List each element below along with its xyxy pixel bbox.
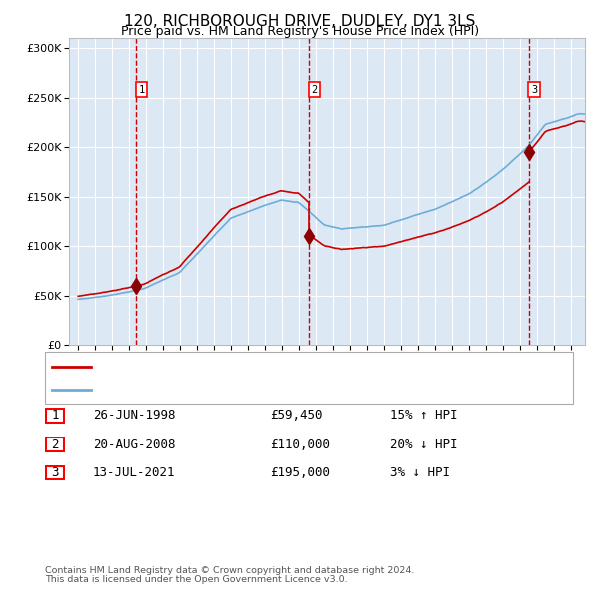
Text: Contains HM Land Registry data © Crown copyright and database right 2024.: Contains HM Land Registry data © Crown c… <box>45 566 415 575</box>
Text: £110,000: £110,000 <box>270 438 330 451</box>
FancyBboxPatch shape <box>46 409 64 423</box>
FancyBboxPatch shape <box>46 437 64 451</box>
Text: 13-JUL-2021: 13-JUL-2021 <box>93 466 176 479</box>
Text: 3% ↓ HPI: 3% ↓ HPI <box>390 466 450 479</box>
Text: 20-AUG-2008: 20-AUG-2008 <box>93 438 176 451</box>
FancyBboxPatch shape <box>46 466 64 480</box>
Text: 120, RICHBOROUGH DRIVE, DUDLEY, DY1 3LS (semi-detached house): 120, RICHBOROUGH DRIVE, DUDLEY, DY1 3LS … <box>97 362 478 372</box>
Text: £59,450: £59,450 <box>270 409 323 422</box>
Text: 120, RICHBOROUGH DRIVE, DUDLEY, DY1 3LS: 120, RICHBOROUGH DRIVE, DUDLEY, DY1 3LS <box>124 14 476 28</box>
Text: HPI: Average price, semi-detached house, Dudley: HPI: Average price, semi-detached house,… <box>97 385 368 395</box>
Text: 3: 3 <box>531 85 538 95</box>
Text: 2: 2 <box>311 85 317 95</box>
Text: 20% ↓ HPI: 20% ↓ HPI <box>390 438 458 451</box>
Text: Price paid vs. HM Land Registry's House Price Index (HPI): Price paid vs. HM Land Registry's House … <box>121 25 479 38</box>
Text: 2: 2 <box>51 438 59 451</box>
Text: 15% ↑ HPI: 15% ↑ HPI <box>390 409 458 422</box>
Text: £195,000: £195,000 <box>270 466 330 479</box>
Text: 1: 1 <box>139 85 145 95</box>
Text: 3: 3 <box>51 466 59 479</box>
Text: This data is licensed under the Open Government Licence v3.0.: This data is licensed under the Open Gov… <box>45 575 347 584</box>
Text: 1: 1 <box>51 409 59 422</box>
Text: 26-JUN-1998: 26-JUN-1998 <box>93 409 176 422</box>
